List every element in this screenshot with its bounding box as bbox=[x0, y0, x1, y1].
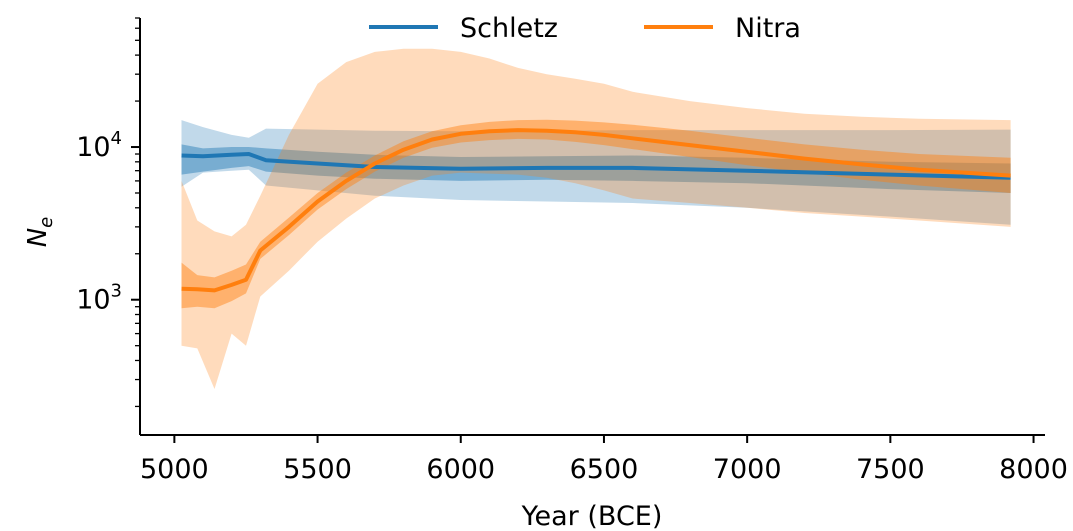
inner-band-nitra bbox=[181, 119, 1011, 309]
x-axis-label: Year (BCE) bbox=[521, 501, 663, 531]
line-schletz bbox=[181, 152, 1011, 180]
x-tick-label: 6000 bbox=[426, 454, 495, 485]
series-lines bbox=[181, 128, 1011, 293]
confidence-bands bbox=[181, 48, 1011, 390]
legend-label-nitra: Nitra bbox=[735, 13, 801, 44]
legend: Schletz Nitra bbox=[369, 13, 801, 44]
y-axis-ticks: 103 104 bbox=[76, 128, 140, 316]
x-tick-label: 5500 bbox=[283, 454, 352, 485]
x-tick-label: 7000 bbox=[713, 454, 782, 485]
y-axis-label-sub: e bbox=[36, 217, 57, 228]
line-nitra bbox=[181, 128, 1011, 293]
y-tick-label: 104 bbox=[76, 128, 122, 163]
y-axis-minor-ticks bbox=[135, 17, 140, 408]
x-tick-label: 8000 bbox=[999, 454, 1068, 485]
outer-band-nitra bbox=[181, 48, 1011, 390]
x-tick-label: 5000 bbox=[140, 454, 209, 485]
legend-label-schletz: Schletz bbox=[460, 13, 558, 44]
y-tick-label: 103 bbox=[76, 281, 122, 316]
x-tick-label: 6500 bbox=[570, 454, 639, 485]
y-axis-label: Ne bbox=[23, 217, 57, 248]
y-axis-label-main: N bbox=[23, 228, 53, 247]
outer-band-schletz bbox=[181, 120, 1011, 225]
x-axis-ticks: 5000 5500 6000 6500 7000 7500 8000 bbox=[140, 435, 1068, 485]
x-tick-label: 7500 bbox=[856, 454, 925, 485]
